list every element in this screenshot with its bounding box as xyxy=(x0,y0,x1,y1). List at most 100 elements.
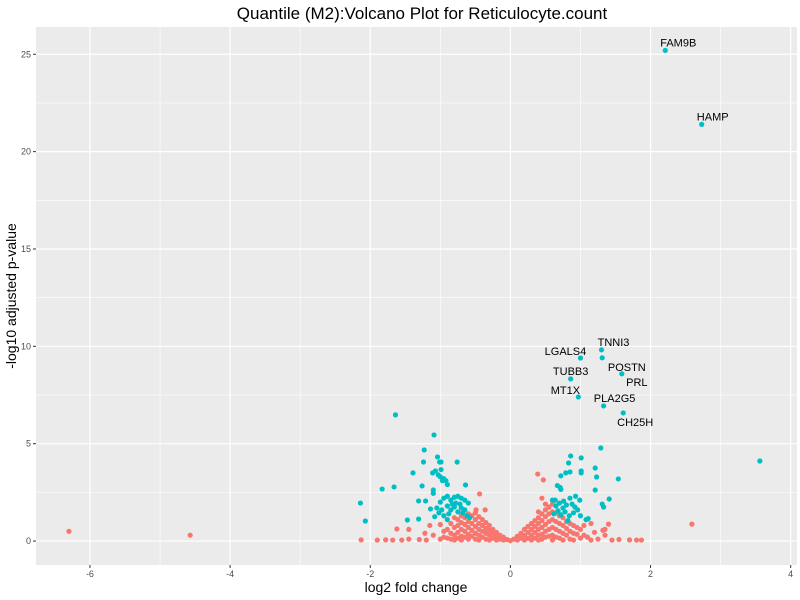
data-point-significant xyxy=(585,516,591,522)
data-point-significant xyxy=(558,486,564,493)
data-point-significant xyxy=(598,445,604,451)
data-point-significant xyxy=(561,498,567,504)
data-point-labeled xyxy=(598,347,605,353)
data-point-not-significant xyxy=(560,537,566,543)
plot-panel xyxy=(36,27,797,565)
data-point-significant xyxy=(558,512,564,518)
data-point-not-significant xyxy=(633,537,640,543)
data-point-significant xyxy=(562,509,568,515)
data-point-significant xyxy=(567,469,573,475)
data-point-not-significant xyxy=(462,528,468,534)
data-point-not-significant xyxy=(563,532,570,538)
gene-label: CH25H xyxy=(617,417,653,429)
data-point-significant xyxy=(577,513,584,519)
data-point-not-significant xyxy=(469,533,475,539)
data-point-not-significant xyxy=(458,537,464,543)
data-point-not-significant xyxy=(539,518,545,524)
data-point-significant xyxy=(434,454,441,460)
data-point-not-significant xyxy=(602,532,608,538)
y-tick-label: 15 xyxy=(21,244,31,254)
data-point-not-significant xyxy=(472,523,478,530)
data-point-significant xyxy=(563,502,570,508)
data-point-significant xyxy=(437,499,443,505)
data-point-significant xyxy=(572,493,579,499)
data-point-significant xyxy=(578,470,584,476)
data-point-significant xyxy=(446,511,452,517)
data-point-significant xyxy=(553,503,559,509)
data-point-not-significant xyxy=(570,537,577,543)
data-point-not-significant xyxy=(539,531,545,537)
data-point-labeled xyxy=(577,355,584,361)
data-point-not-significant xyxy=(479,517,485,523)
data-point-significant xyxy=(565,460,572,466)
data-point-not-significant xyxy=(591,529,598,535)
data-point-not-significant xyxy=(540,477,546,483)
data-point-not-significant xyxy=(455,522,461,529)
data-point-not-significant xyxy=(532,529,538,535)
x-tick-label: 0 xyxy=(508,569,513,579)
data-point-labeled xyxy=(619,371,625,377)
data-point-not-significant xyxy=(581,522,587,529)
data-point-significant xyxy=(467,515,473,521)
data-point-significant xyxy=(556,500,563,506)
data-point-not-significant xyxy=(482,507,488,513)
data-point-not-significant xyxy=(581,532,587,538)
y-tick-label: 0 xyxy=(26,536,31,546)
data-point-not-significant xyxy=(486,522,492,529)
data-point-not-significant xyxy=(570,522,577,529)
data-point-not-significant xyxy=(493,529,499,535)
data-point-not-significant xyxy=(469,527,475,533)
data-point-labeled xyxy=(600,403,607,409)
data-point-not-significant xyxy=(521,526,528,532)
data-point-significant xyxy=(460,510,466,516)
data-point-significant xyxy=(455,509,461,515)
data-point-significant xyxy=(439,507,445,513)
gene-label: MT1X xyxy=(551,385,581,397)
data-point-not-significant xyxy=(465,524,471,531)
axis-ticks: -6 -4 -2 0 2 4 0 5 10 15 20 25 xyxy=(21,49,793,579)
data-point-significant xyxy=(457,501,463,507)
data-point-significant xyxy=(592,487,598,493)
data-point-significant xyxy=(566,513,572,519)
data-point-significant xyxy=(421,447,427,453)
data-point-not-significant xyxy=(383,537,389,543)
data-point-significant xyxy=(416,498,422,504)
data-point-significant xyxy=(423,498,429,504)
gene-label: TUBB3 xyxy=(553,366,588,378)
data-point-not-significant xyxy=(476,491,483,497)
data-point-significant xyxy=(404,517,410,523)
data-point-not-significant xyxy=(539,524,545,531)
data-point-not-significant xyxy=(465,536,471,542)
data-point-not-significant xyxy=(472,510,478,516)
data-point-not-significant xyxy=(444,526,450,532)
data-point-not-significant xyxy=(451,532,457,538)
data-point-significant xyxy=(558,473,564,479)
data-point-not-significant xyxy=(427,522,433,529)
data-point-not-significant xyxy=(476,537,482,543)
data-point-not-significant xyxy=(455,517,461,523)
data-point-not-significant xyxy=(423,537,429,543)
data-point-significant xyxy=(362,518,368,524)
data-point-not-significant xyxy=(187,532,193,538)
data-point-not-significant xyxy=(490,526,496,532)
data-point-significant xyxy=(444,517,450,523)
data-point-significant xyxy=(444,493,450,499)
data-point-not-significant xyxy=(469,520,475,527)
x-axis-label: log2 fold change xyxy=(365,579,468,595)
data-point-significant xyxy=(578,455,584,461)
data-point-significant xyxy=(391,484,397,490)
data-point-significant xyxy=(575,507,581,513)
gene-labels: FAM9B HAMP TNNI3 LGALS4 POSTN PRL TUBB3 MT1X PLA… xyxy=(545,37,729,429)
data-point-not-significant xyxy=(394,526,400,532)
data-point-significant xyxy=(560,505,566,511)
data-point-significant xyxy=(438,466,444,473)
data-point-significant xyxy=(427,506,434,512)
data-point-not-significant xyxy=(528,532,535,538)
data-point-not-significant xyxy=(390,537,396,543)
gene-label: POSTN xyxy=(608,362,646,374)
data-point-not-significant xyxy=(437,521,443,528)
data-point-significant xyxy=(449,501,455,507)
data-point-significant xyxy=(448,507,454,513)
data-point-not-significant xyxy=(528,520,535,527)
data-point-significant xyxy=(606,496,612,502)
